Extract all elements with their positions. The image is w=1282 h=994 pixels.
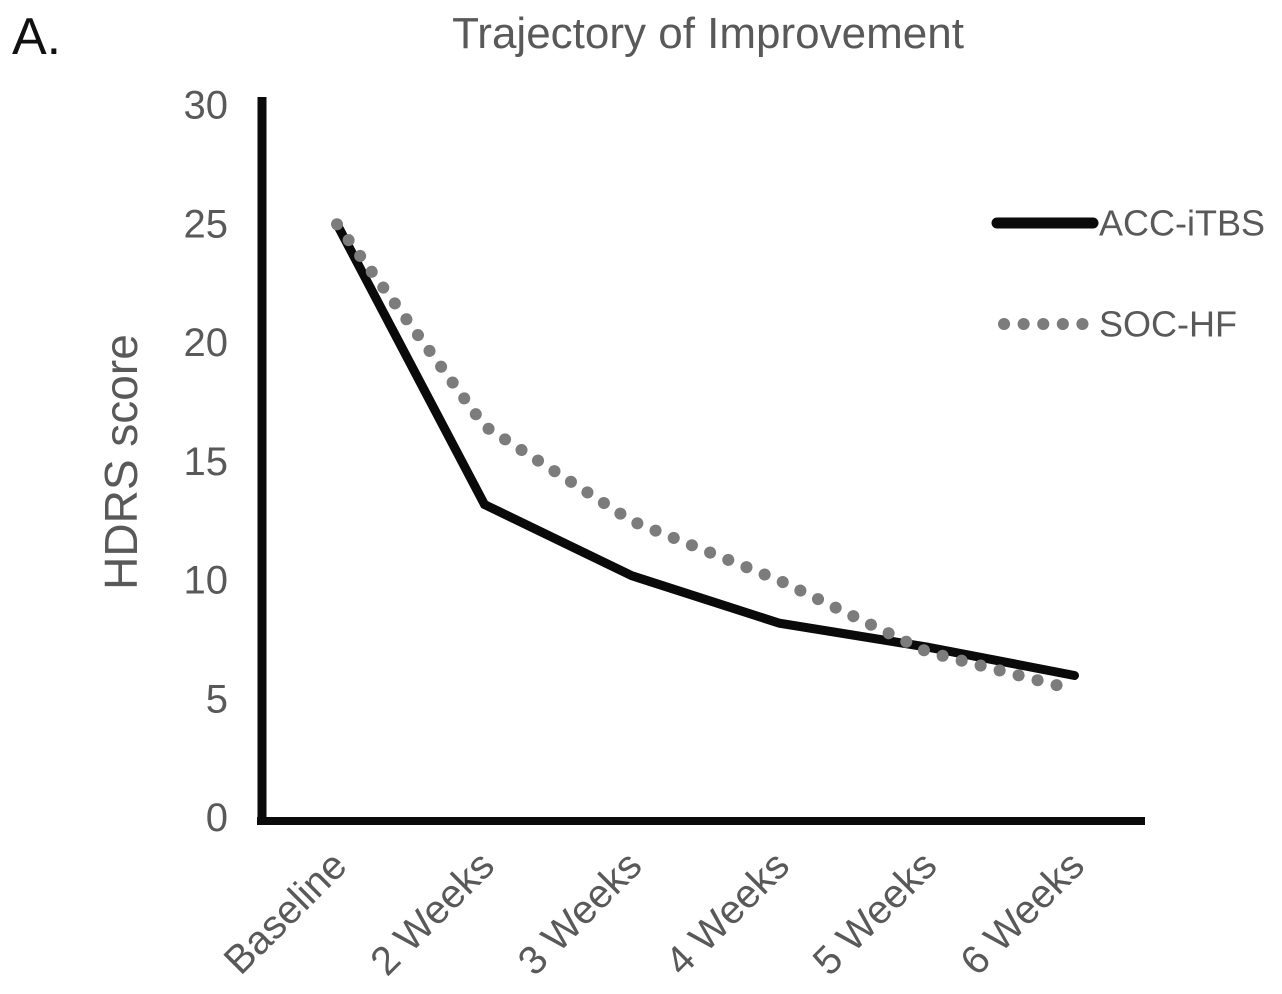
- x-tick-label: 6 Weeks: [952, 843, 1093, 984]
- y-tick-label: 25: [184, 202, 229, 246]
- y-tick-label: 0: [206, 796, 228, 840]
- y-tick-label: 15: [184, 440, 229, 484]
- y-tick-label: 20: [184, 321, 229, 365]
- y-tick-label: 5: [206, 677, 228, 721]
- y-tick-label: 30: [184, 84, 229, 128]
- x-tick-label: 4 Weeks: [657, 843, 798, 984]
- acc-itbs-solid-line: [332, 219, 1079, 680]
- series-layer: [331, 218, 1081, 696]
- y-axis-title: HDRS score: [95, 334, 147, 590]
- legend: ACC-iTBS SOC-HF: [991, 203, 1265, 345]
- legend-acc-itbs-label: ACC-iTBS: [1099, 203, 1265, 244]
- chart-title: Trajectory of Improvement: [452, 9, 964, 58]
- y-tick-label: 10: [184, 559, 229, 603]
- x-tick-label: Baseline: [216, 843, 356, 983]
- legend-soc-hf-label: SOC-HF: [1099, 304, 1237, 345]
- x-tick-label: 3 Weeks: [510, 843, 651, 984]
- panel-label: A.: [12, 8, 61, 66]
- x-tick-label: 5 Weeks: [805, 843, 946, 984]
- soc-hf-dotted-line: [331, 218, 1081, 696]
- x-tick-label: 2 Weeks: [362, 843, 503, 984]
